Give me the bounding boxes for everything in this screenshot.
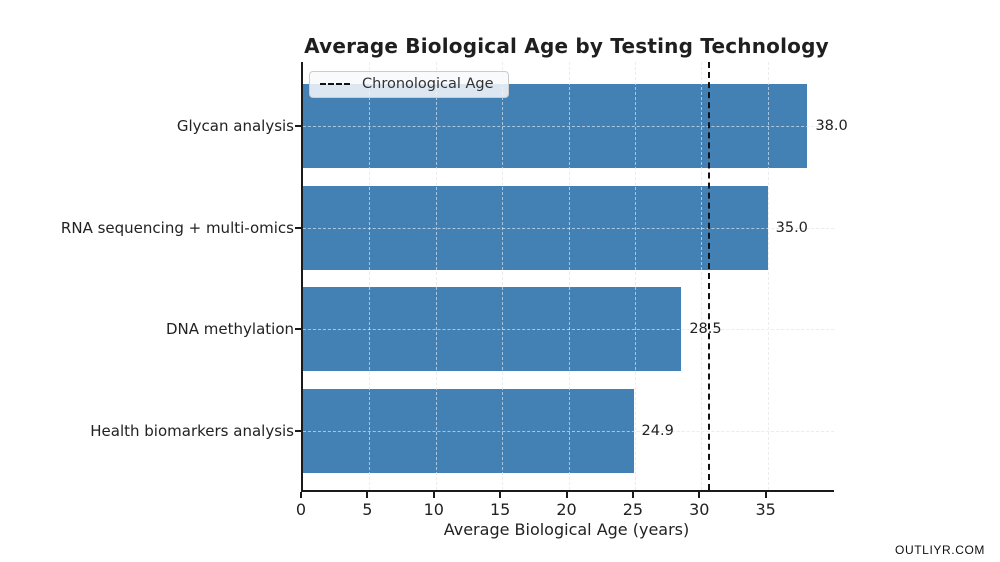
bar-value-label: 28.5 <box>689 321 722 338</box>
chart-title: Average Biological Age by Testing Techno… <box>304 34 829 58</box>
y-gridline-overlay <box>303 329 834 331</box>
x-tick-mark <box>366 492 369 498</box>
dashed-line-legend-sample <box>320 83 350 85</box>
x-axis-label: Average Biological Age (years) <box>443 520 690 539</box>
chronological-age-line <box>707 62 710 490</box>
x-tick-mark <box>300 492 302 498</box>
plot-area: Chronological Age 38.0 35.0 28.5 24.9 <box>301 62 848 492</box>
watermark: OUTLIYR.COM <box>895 543 985 557</box>
x-tick-label: 25 <box>622 500 644 519</box>
y-tick-mark <box>295 226 301 229</box>
x-gridline-overlay <box>634 62 636 490</box>
x-gridline-overlay <box>435 62 437 490</box>
bar-value-label: 35.0 <box>775 219 808 236</box>
x-tick-mark <box>499 492 502 498</box>
y-category-label: Glycan analysis <box>176 117 294 135</box>
x-tick-label: 10 <box>423 500 444 519</box>
y-gridline-overlay <box>303 227 834 229</box>
y-tick-mark <box>295 125 301 127</box>
x-tick-mark <box>432 492 435 498</box>
x-gridline-overlay <box>701 62 703 490</box>
y-gridline-overlay <box>303 126 834 127</box>
x-tick-label: 5 <box>362 500 373 519</box>
bar-value-label: 24.9 <box>641 422 674 439</box>
x-tick-label: 20 <box>556 500 577 519</box>
legend: Chronological Age <box>309 71 509 98</box>
bar-value-label: 38.0 <box>815 118 848 134</box>
x-tick-mark <box>631 492 634 498</box>
y-category-label: Health biomarkers analysis <box>90 421 294 440</box>
x-tick-label: 15 <box>489 500 511 519</box>
x-tick-mark <box>565 492 568 498</box>
x-tick-mark <box>764 492 767 498</box>
x-tick-mark <box>698 492 701 498</box>
x-tick-label: 0 <box>295 500 307 519</box>
x-tick-label: 35 <box>755 500 776 519</box>
x-gridline-overlay <box>502 62 504 490</box>
legend-label: Chronological Age <box>362 76 494 92</box>
y-gridline-overlay <box>303 430 834 432</box>
y-category-label: DNA methylation <box>166 320 294 339</box>
x-tick-label: 30 <box>689 500 710 519</box>
y-tick-mark <box>295 328 301 331</box>
y-category-label: RNA sequencing + multi-omics <box>60 218 294 237</box>
x-gridline-overlay <box>568 62 570 490</box>
y-tick-mark <box>295 429 301 432</box>
x-gridline-overlay <box>767 62 769 490</box>
x-gridline-overlay <box>369 62 371 490</box>
